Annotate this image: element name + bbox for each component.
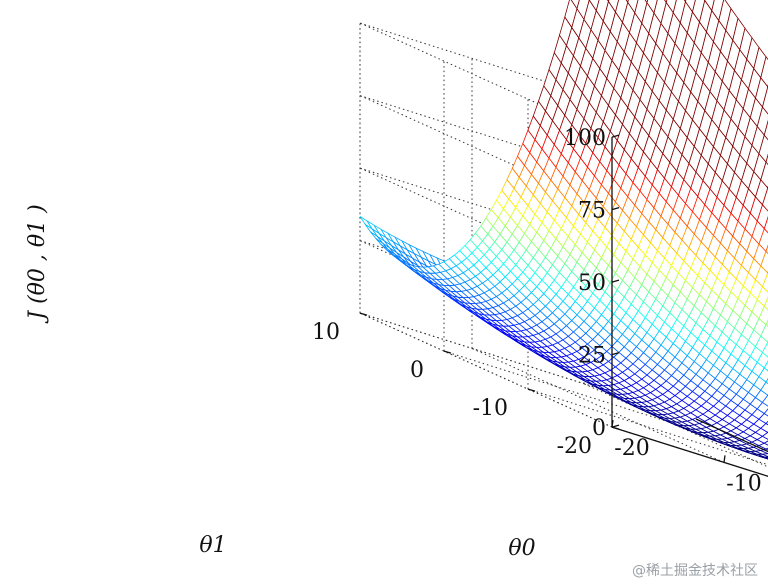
surface-cell (761, 341, 768, 358)
surface-cell (763, 440, 768, 446)
grid-line (583, 383, 768, 468)
z-tick-label: 50 (578, 271, 606, 296)
y-tick-label: -10 (473, 396, 508, 421)
z-tick-label: 0 (592, 416, 606, 441)
x-tick-mark (611, 420, 614, 428)
surface-cell (763, 296, 768, 311)
surface-cell (761, 431, 768, 440)
z-tick-mark (611, 351, 620, 356)
surface-cell (763, 215, 768, 234)
z-axis-label: J (θ0 , θ1 ) (25, 204, 50, 323)
surface-mesh (359, 0, 768, 460)
surface-cell (764, 456, 768, 459)
x-tick-label: -20 (614, 436, 649, 461)
y-tick-mark (611, 426, 620, 430)
x-tick-mark (723, 455, 726, 463)
x-axis-label: θ0 (508, 536, 535, 561)
y-axis-line (695, 418, 768, 453)
y-tick-label: -20 (557, 434, 592, 459)
surface-cell (762, 85, 768, 115)
y-tick-mark (359, 312, 368, 316)
x-axis-line (611, 426, 768, 477)
surface-cell (763, 408, 768, 417)
x-tick-label: -10 (726, 471, 761, 496)
surface-cell (761, 394, 768, 407)
z-tick-label: 25 (578, 344, 606, 369)
y-tick-mark (527, 388, 536, 392)
z-tick-mark (611, 279, 620, 283)
y-tick-label: 0 (410, 358, 424, 383)
watermark: @稀土掘金技术社区 (632, 563, 758, 579)
y-tick-label: 10 (312, 320, 340, 345)
surface-cell (760, 453, 768, 457)
surface-cell (763, 360, 768, 372)
surface-cell (763, 119, 768, 141)
z-tick-label: 100 (564, 126, 606, 151)
surface-cell (762, 272, 768, 293)
z-tick-mark (611, 206, 620, 211)
surface-cell (762, 187, 768, 212)
z-tick-label: 75 (578, 199, 606, 224)
grid-line (471, 347, 725, 463)
grid-line (527, 388, 768, 466)
y-axis-label: θ1 (199, 533, 226, 558)
grid-line (359, 312, 613, 428)
z-tick-mark (611, 134, 620, 138)
y-tick-mark (443, 350, 452, 354)
